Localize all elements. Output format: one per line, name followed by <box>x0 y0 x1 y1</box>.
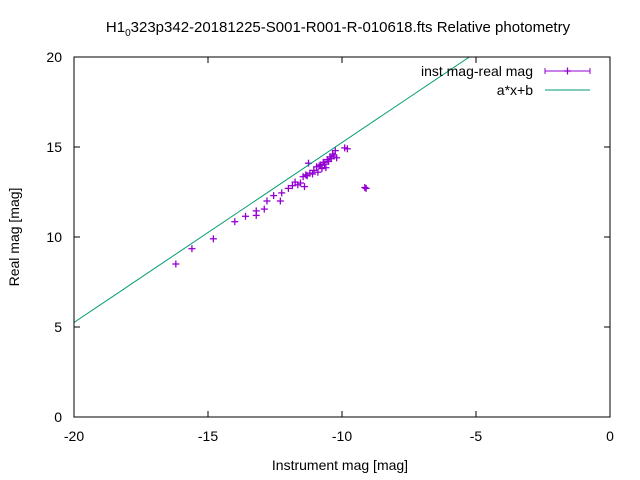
axes: -20 -15 -10 -5 0 0 5 10 15 20 <box>46 49 614 444</box>
chart-title-subscript: 0 <box>125 28 131 39</box>
y-tick-label: 10 <box>46 229 62 245</box>
legend-entry: a*x+b <box>497 82 590 98</box>
legend-label: inst mag-real mag <box>421 63 533 79</box>
y-axis-label: Real mag [mag] <box>6 188 22 287</box>
data-point <box>270 192 278 200</box>
x-axis-label: Instrument mag [mag] <box>272 457 408 473</box>
legend-label: a*x+b <box>497 82 533 98</box>
y-tick-label: 5 <box>54 319 62 335</box>
chart-title-suffix: 323p342-20181225-S001-R001-R-010618.fts … <box>131 19 571 36</box>
data-point <box>288 182 296 190</box>
y-tick-label: 0 <box>54 409 62 425</box>
x-tick-label: -5 <box>470 428 483 444</box>
data-point <box>263 197 271 205</box>
data-point <box>310 166 318 174</box>
data-point <box>343 145 351 153</box>
data-point <box>333 154 341 162</box>
legend-entry: inst mag-real mag <box>421 63 591 79</box>
data-point <box>252 207 260 215</box>
x-tick-label: -15 <box>198 428 218 444</box>
data-point <box>309 170 317 178</box>
data-point <box>322 164 330 172</box>
data-point <box>314 168 322 176</box>
data-point <box>361 184 369 191</box>
x-tick-label: -10 <box>332 428 352 444</box>
x-tick-label: 0 <box>606 428 614 444</box>
legend: inst mag-real mag a*x+b <box>421 63 591 98</box>
data-point <box>188 245 196 253</box>
data-point <box>284 184 292 192</box>
data-point <box>331 147 339 155</box>
chart-title-prefix: H1 <box>106 19 125 36</box>
data-point <box>302 171 310 179</box>
data-point <box>231 218 239 226</box>
data-point <box>318 165 326 173</box>
plot-area <box>74 57 471 323</box>
data-point <box>209 235 217 243</box>
data-point <box>321 160 329 168</box>
plot-frame <box>73 56 611 418</box>
data-point <box>300 183 308 191</box>
y-tick-label: 20 <box>46 49 62 65</box>
data-point <box>172 260 180 268</box>
chart-title: H10323p342-20181225-S001-R001-R-010618.f… <box>106 19 571 39</box>
data-point <box>260 205 268 213</box>
data-point <box>296 179 304 187</box>
fit-line <box>74 57 471 323</box>
data-point <box>276 197 284 205</box>
x-tick-label: -20 <box>64 428 84 444</box>
data-point <box>242 212 250 220</box>
y-tick-label: 15 <box>46 139 62 155</box>
data-point <box>362 184 370 192</box>
data-point <box>278 189 286 197</box>
